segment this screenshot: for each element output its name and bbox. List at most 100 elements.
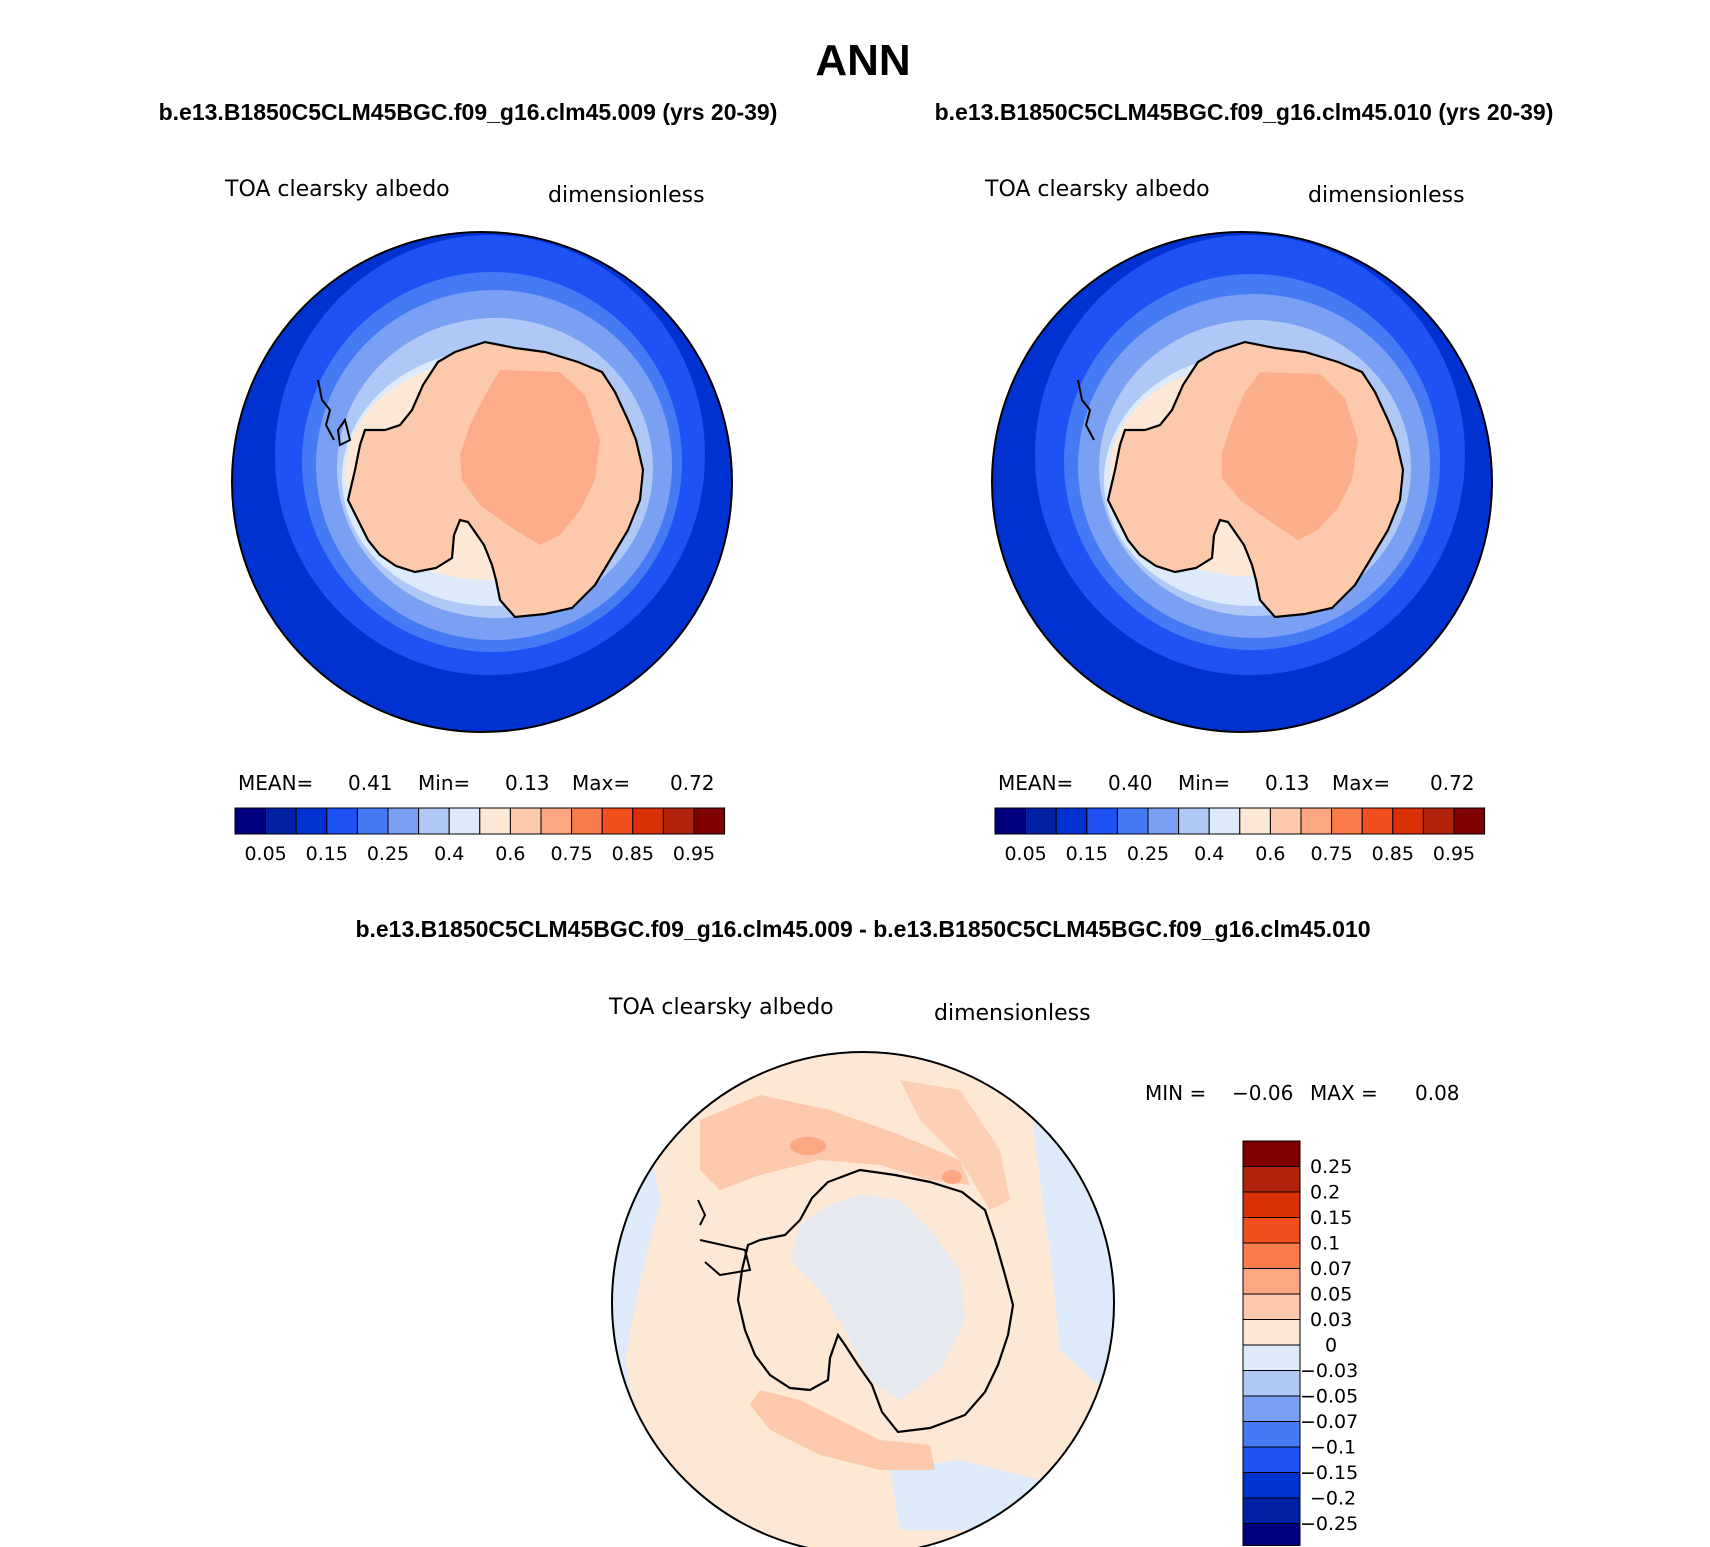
left-colorbar-swatch-13 bbox=[632, 807, 664, 835]
right-colorbar: 0.05 0.15 0.25 0.4 0.6 0.75 0.85 0.95 bbox=[994, 807, 1486, 865]
difference-colorbar-swatch-15 bbox=[1242, 1140, 1301, 1167]
left-colorbar-tick: 0.4 bbox=[434, 843, 464, 865]
difference-colorbar-swatch-4 bbox=[1242, 1421, 1301, 1448]
right-panel: TOA clearsky albedo dimensionless MEAN= … bbox=[984, 177, 1493, 865]
right-mean-value: 0.40 bbox=[1108, 771, 1153, 795]
difference-panel: b.e13.B1850C5CLM45BGC.f09_g16.clm45.009 … bbox=[355, 916, 1460, 1547]
left-colorbar-swatch-4 bbox=[356, 807, 389, 835]
difference-map-border bbox=[611, 1051, 1115, 1547]
difference-min-value: −0.06 bbox=[1232, 1081, 1293, 1105]
left-panel: TOA clearsky albedo dimensionless MEAN= … bbox=[224, 177, 733, 865]
difference-colorbar-swatch-7 bbox=[1242, 1344, 1301, 1371]
right-colorbar-swatch-4 bbox=[1116, 807, 1149, 835]
right-colorbar-swatch-2 bbox=[1055, 807, 1088, 835]
right-colorbar-tick: 0.25 bbox=[1127, 843, 1169, 865]
right-colorbar-swatch-6 bbox=[1178, 807, 1210, 835]
left-colorbar-swatch-8 bbox=[479, 807, 511, 835]
left-mean-value: 0.41 bbox=[348, 771, 393, 795]
left-colorbar-tick: 0.15 bbox=[306, 843, 348, 865]
difference-colorbar-tick: −0.15 bbox=[1300, 1462, 1358, 1484]
left-colorbar-tick: 0.75 bbox=[550, 843, 592, 865]
difference-colorbar-tick: −0.07 bbox=[1300, 1411, 1358, 1433]
right-colorbar-tick: 0.15 bbox=[1066, 843, 1108, 865]
left-colorbar-swatch-11 bbox=[571, 807, 603, 835]
figure-title: ANN bbox=[815, 36, 910, 85]
right-max-value: 0.72 bbox=[1430, 771, 1475, 795]
difference-colorbar-tick: 0.25 bbox=[1310, 1156, 1352, 1178]
difference-colorbar-tick: −0.25 bbox=[1300, 1513, 1358, 1535]
left-colorbar-tick: 0.05 bbox=[244, 843, 286, 865]
left-max-value: 0.72 bbox=[670, 771, 715, 795]
left-colorbar-swatch-7 bbox=[448, 807, 481, 835]
right-colorbar-swatch-8 bbox=[1239, 807, 1271, 835]
right-colorbar-tick: 0.4 bbox=[1194, 843, 1224, 865]
right-colorbar-swatch-10 bbox=[1300, 807, 1333, 835]
difference-colorbar-swatch-3 bbox=[1242, 1446, 1301, 1473]
difference-colorbar-swatch-1 bbox=[1242, 1497, 1301, 1524]
left-min-label: Min= bbox=[418, 771, 470, 795]
right-units-label: dimensionless bbox=[1308, 183, 1465, 208]
right-colorbar-swatch-5 bbox=[1147, 807, 1180, 835]
difference-colorbar-swatch-12 bbox=[1242, 1217, 1301, 1244]
right-colorbar-swatch-11 bbox=[1331, 807, 1363, 835]
difference-colorbar-swatch-14 bbox=[1242, 1166, 1301, 1193]
difference-polar-map bbox=[612, 1052, 1114, 1547]
right-variable-label: TOA clearsky albedo bbox=[984, 177, 1210, 202]
left-colorbar-swatch-6 bbox=[418, 807, 450, 835]
right-colorbar-tick: 0.05 bbox=[1004, 843, 1046, 865]
difference-colorbar-tick: −0.1 bbox=[1310, 1437, 1356, 1459]
left-colorbar-swatch-9 bbox=[509, 807, 542, 835]
right-min-label: Min= bbox=[1178, 771, 1230, 795]
left-colorbar-swatch-14 bbox=[662, 807, 695, 835]
left-colorbar-tick: 0.95 bbox=[673, 843, 715, 865]
left-colorbar-swatch-3 bbox=[326, 807, 358, 835]
difference-colorbar-swatch-10 bbox=[1242, 1268, 1301, 1295]
left-colorbar-swatch-5 bbox=[387, 807, 420, 835]
right-colorbar-swatch-0 bbox=[994, 807, 1027, 835]
right-map-border bbox=[991, 231, 1493, 733]
left-colorbar-swatch-10 bbox=[540, 807, 573, 835]
left-colorbar-swatch-0 bbox=[234, 807, 267, 835]
left-colorbar-tick: 0.6 bbox=[495, 843, 525, 865]
difference-colorbar: 0.25 0.2 0.15 0.1 0.07 0.05 0.03 0 −0.03… bbox=[1242, 1140, 1358, 1546]
right-colorbar-swatch-14 bbox=[1422, 807, 1455, 835]
left-units-label: dimensionless bbox=[548, 183, 705, 208]
left-case-title: b.e13.B1850C5CLM45BGC.f09_g16.clm45.009 … bbox=[159, 99, 778, 125]
difference-colorbar-swatch-5 bbox=[1242, 1395, 1301, 1422]
right-case-title: b.e13.B1850C5CLM45BGC.f09_g16.clm45.010 … bbox=[935, 99, 1554, 125]
difference-colorbar-tick: 0.05 bbox=[1310, 1284, 1352, 1306]
difference-colorbar-swatch-0 bbox=[1242, 1523, 1301, 1546]
right-colorbar-tick: 0.85 bbox=[1372, 843, 1414, 865]
right-colorbar-swatch-9 bbox=[1269, 807, 1302, 835]
left-colorbar-tick: 0.85 bbox=[612, 843, 654, 865]
difference-colorbar-tick: 0.2 bbox=[1310, 1182, 1340, 1204]
right-mean-label: MEAN= bbox=[998, 771, 1073, 795]
left-colorbar-swatch-15 bbox=[693, 807, 726, 835]
difference-colorbar-tick: 0.15 bbox=[1310, 1207, 1352, 1229]
right-colorbar-tick: 0.75 bbox=[1310, 843, 1352, 865]
right-colorbar-tick: 0.95 bbox=[1433, 843, 1475, 865]
right-min-value: 0.13 bbox=[1265, 771, 1310, 795]
difference-title: b.e13.B1850C5CLM45BGC.f09_g16.clm45.009 … bbox=[355, 916, 1370, 942]
difference-colorbar-tick: −0.03 bbox=[1300, 1360, 1358, 1382]
right-polar-map bbox=[992, 232, 1492, 732]
right-colorbar-swatch-7 bbox=[1208, 807, 1241, 835]
difference-colorbar-tick: −0.05 bbox=[1300, 1386, 1358, 1408]
left-min-value: 0.13 bbox=[505, 771, 550, 795]
right-colorbar-swatch-1 bbox=[1025, 807, 1057, 835]
left-mean-label: MEAN= bbox=[238, 771, 313, 795]
left-map-border bbox=[231, 231, 733, 733]
left-colorbar-swatch-1 bbox=[265, 807, 297, 835]
difference-units-label: dimensionless bbox=[934, 1001, 1091, 1026]
right-colorbar-swatch-15 bbox=[1453, 807, 1486, 835]
difference-colorbar-swatch-9 bbox=[1242, 1293, 1301, 1320]
left-colorbar-tick: 0.25 bbox=[367, 843, 409, 865]
difference-variable-label: TOA clearsky albedo bbox=[608, 995, 834, 1020]
difference-colorbar-swatch-6 bbox=[1242, 1370, 1301, 1397]
difference-colorbar-swatch-13 bbox=[1242, 1191, 1301, 1218]
right-max-label: Max= bbox=[1332, 771, 1390, 795]
right-colorbar-tick: 0.6 bbox=[1255, 843, 1285, 865]
difference-colorbar-swatch-2 bbox=[1242, 1472, 1301, 1499]
difference-colorbar-tick: 0.07 bbox=[1310, 1258, 1352, 1280]
